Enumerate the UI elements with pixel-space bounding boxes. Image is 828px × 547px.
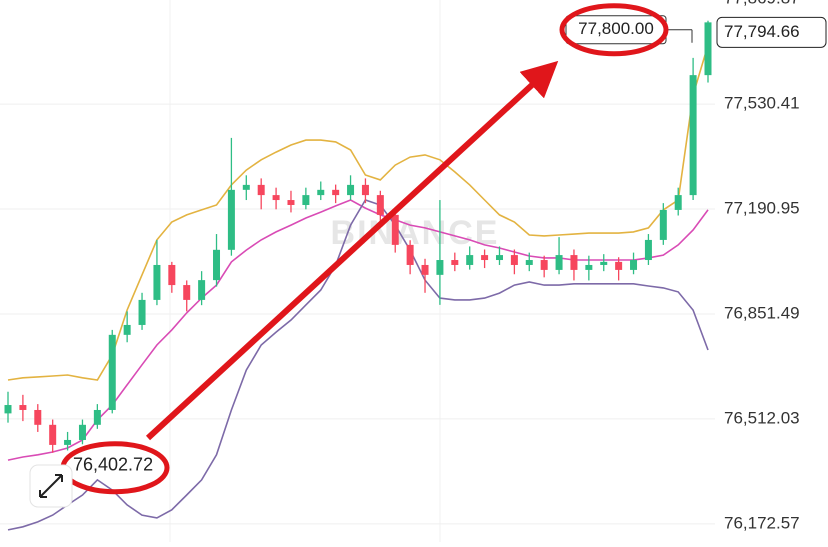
candle-body (19, 405, 27, 410)
y-tick-label: 77,190.95 (724, 199, 800, 218)
candle-body (64, 439, 72, 445)
candle-body (644, 239, 652, 261)
candle-body (585, 264, 593, 270)
candle-body (287, 200, 295, 205)
candle-body (600, 261, 608, 265)
candle-body (34, 409, 42, 425)
candle-body (555, 255, 563, 270)
expand-icon (39, 474, 63, 498)
candle-body (4, 405, 12, 414)
candle-body (674, 195, 682, 210)
trend-arrow (145, 60, 559, 441)
candle-body (495, 255, 503, 261)
last-price-label: 77,794.66 (724, 22, 800, 41)
candle-body (689, 75, 697, 196)
candle-body (540, 260, 548, 270)
candle-body (93, 409, 101, 425)
candle-body (183, 285, 191, 300)
candle-body (704, 22, 712, 76)
candle-body (466, 255, 474, 265)
candle-body (347, 184, 355, 196)
y-tick-label: 77,869.87 (724, 0, 800, 8)
y-tick-label: 77,530.41 (724, 94, 800, 113)
candle-body (451, 260, 459, 265)
candle-body (213, 249, 221, 281)
candle-body (227, 189, 235, 250)
candle-body (510, 255, 518, 265)
candle-body (615, 261, 623, 270)
y-tick-label: 76,851.49 (724, 303, 800, 322)
candle-body (123, 324, 131, 335)
candle-body (436, 260, 444, 275)
candle-body (302, 195, 310, 205)
candle-body (525, 260, 533, 265)
candle-body (242, 184, 250, 190)
candle-body (406, 244, 414, 265)
candle-body (481, 255, 489, 261)
candle-body (332, 189, 340, 196)
candle-body (361, 184, 369, 196)
candle-body (659, 209, 667, 240)
last-price-box (716, 16, 827, 48)
annotation-circle (559, 3, 669, 57)
y-tick-label: 76,512.03 (724, 408, 800, 427)
band-line (7, 44, 709, 381)
candle-body (198, 280, 206, 300)
candle-body (376, 195, 384, 215)
candle-body (78, 424, 86, 440)
candle-body (272, 195, 280, 201)
band-line (7, 199, 709, 461)
annotation-label: 76,402.72 (73, 454, 153, 474)
candle-body (49, 424, 57, 445)
y-tick-label: 76,172.57 (724, 513, 800, 532)
candle-body (108, 334, 116, 410)
candle-body (317, 189, 325, 196)
candle-body (153, 264, 161, 300)
candle-body (391, 214, 399, 245)
candle-body (421, 264, 429, 275)
candle-body (630, 260, 638, 270)
candle-body (168, 264, 176, 286)
candle-body (257, 184, 265, 196)
candle-body (570, 255, 578, 270)
candle-body (138, 299, 146, 325)
band-line (7, 199, 709, 531)
annotation-label: 77,800.00 (578, 19, 654, 38)
